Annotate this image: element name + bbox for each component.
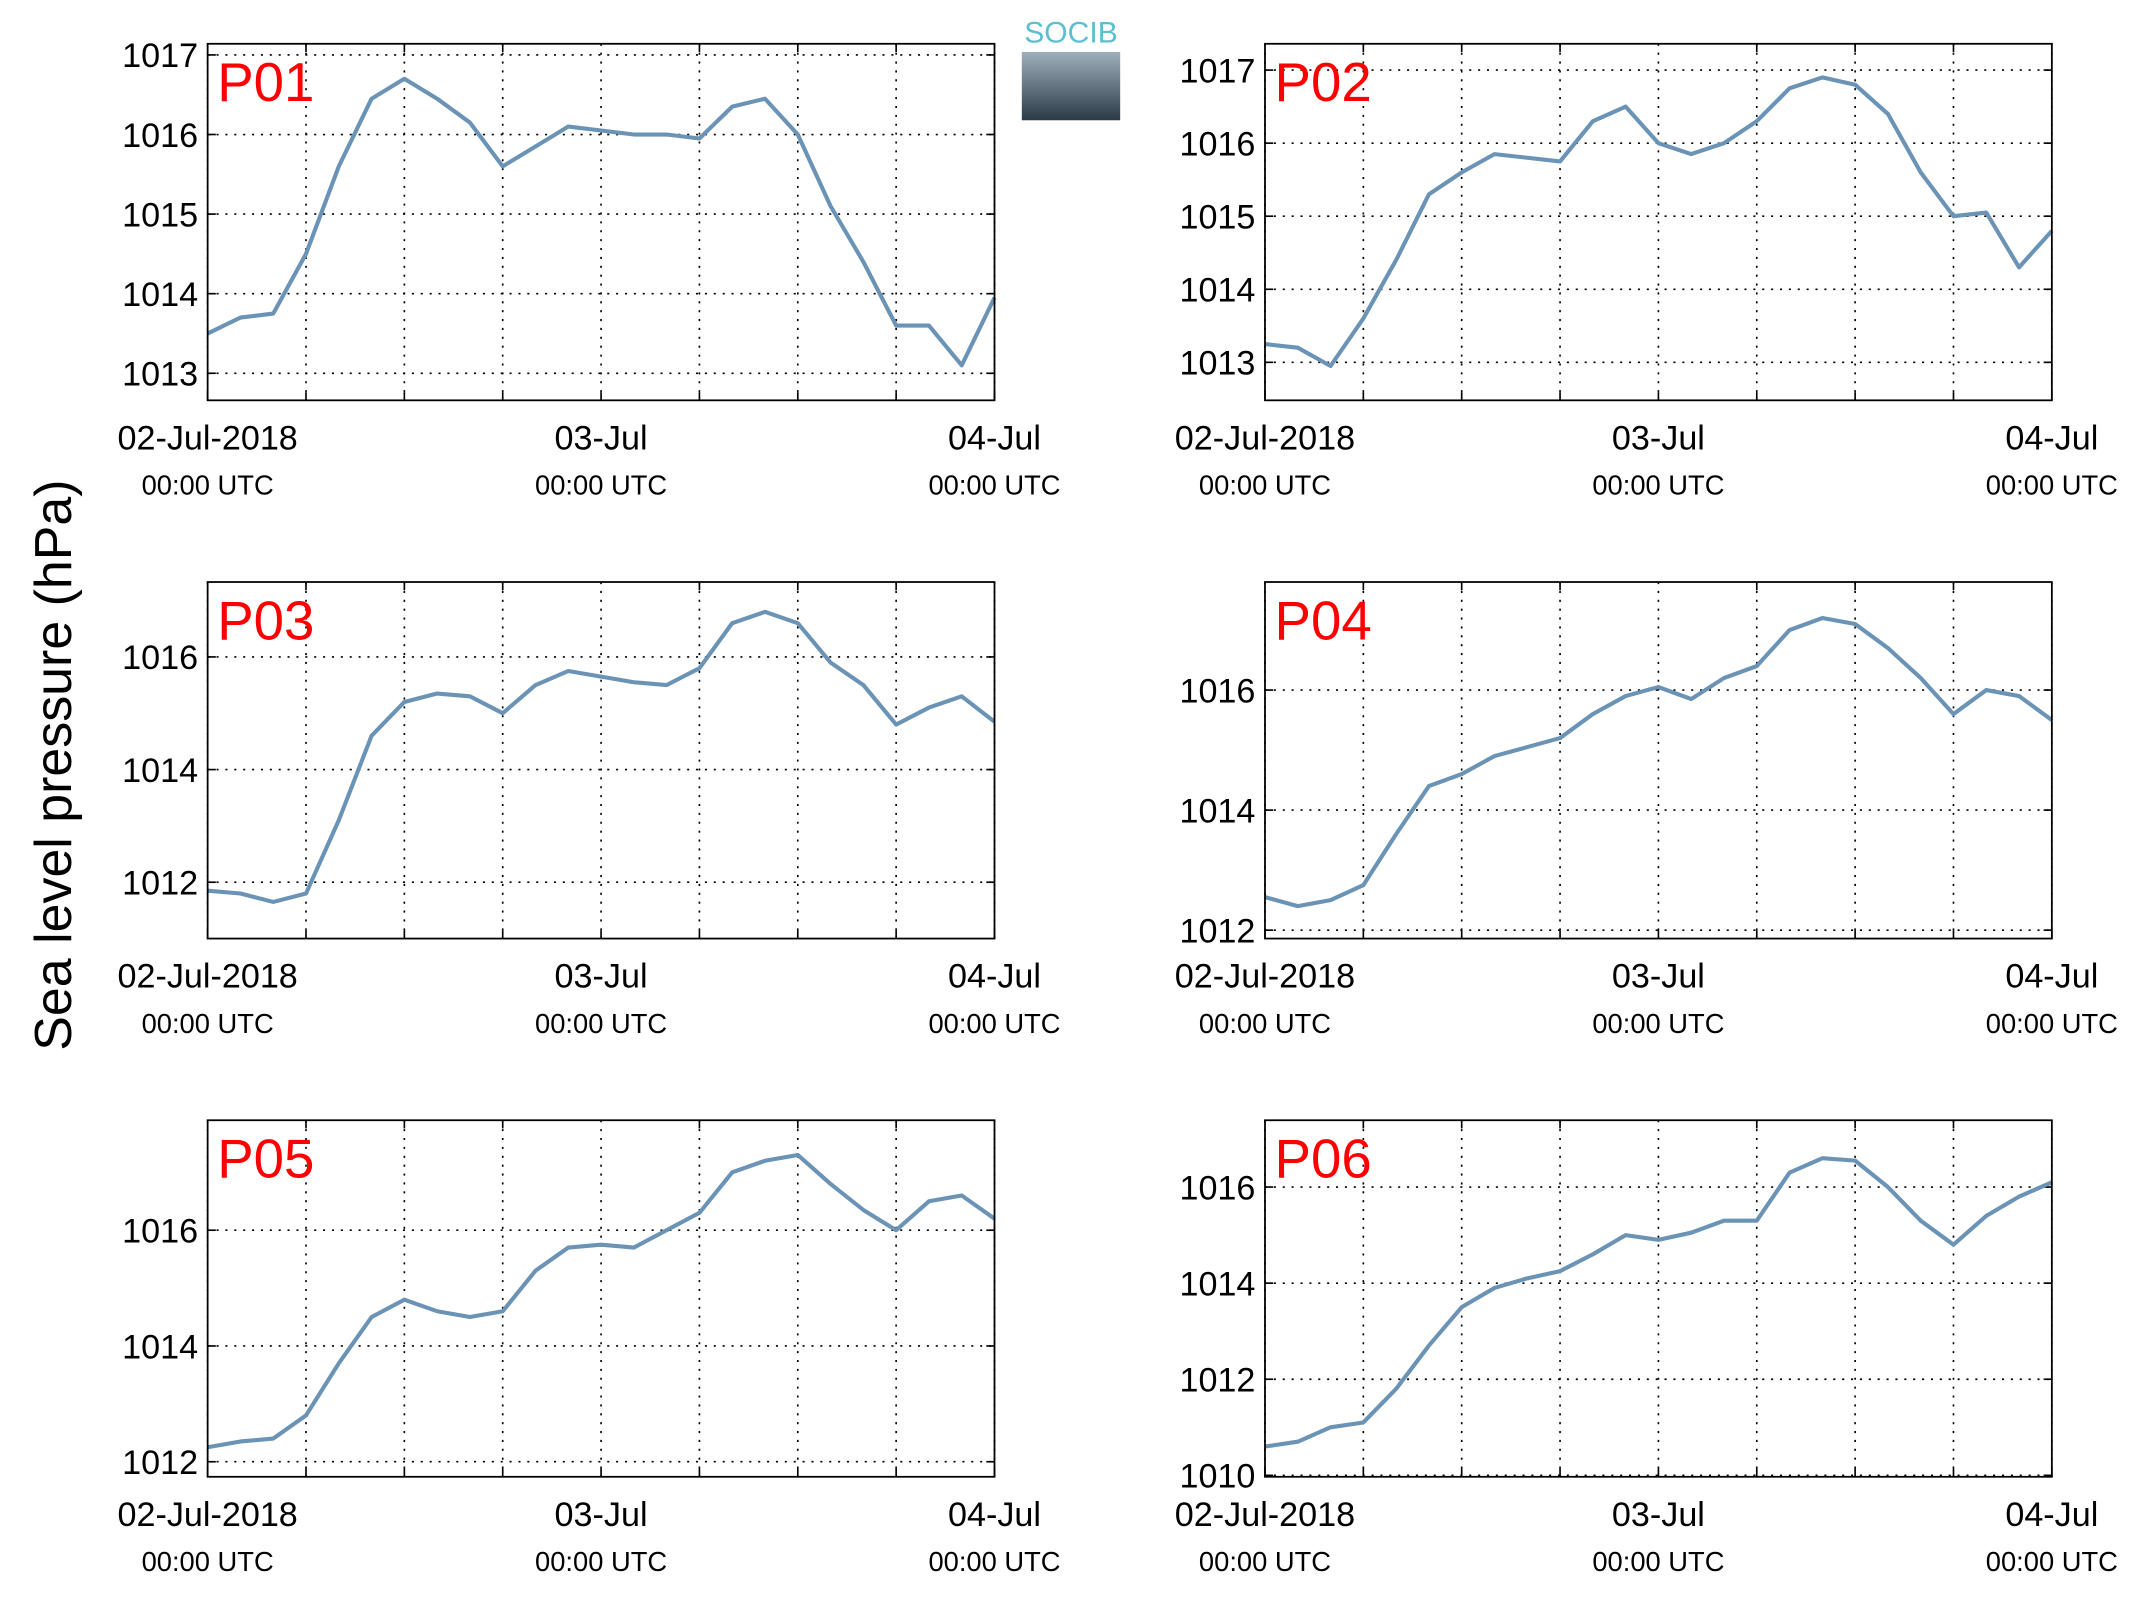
plot-frame — [206, 581, 996, 940]
y-tick-label: 1017 — [1179, 52, 1255, 90]
x-tick-label: 04-Jul — [2005, 1496, 2098, 1534]
x-tick-label: 02-Jul-2018 — [117, 1496, 297, 1534]
data-line — [1264, 75, 2054, 369]
x-tick-label: 03-Jul — [1612, 420, 1705, 458]
y-tick-label: 1012 — [122, 1444, 198, 1482]
y-tick-label: 1012 — [122, 865, 198, 903]
x-tick-sublabel: 00:00 UTC — [1592, 1546, 1724, 1577]
y-tick-label: 1014 — [122, 752, 198, 790]
y-tick-label: 1012 — [1179, 912, 1255, 950]
panel-title: P02 — [1275, 52, 1372, 113]
x-tick-label: 02-Jul-2018 — [117, 958, 297, 996]
y-tick-label: 1016 — [122, 1213, 198, 1251]
y-tick-label: 1016 — [122, 639, 198, 677]
plot-frame — [1264, 1119, 2053, 1478]
x-tick-sublabel: 00:00 UTC — [928, 470, 1060, 501]
x-tick-sublabel: 00:00 UTC — [928, 1546, 1060, 1577]
x-tick-label: 02-Jul-2018 — [117, 420, 297, 458]
y-tick-label: 1015 — [122, 196, 198, 234]
y-tick-label: 1016 — [1179, 1169, 1255, 1207]
data-line — [207, 609, 996, 904]
y-tick-label: 1013 — [122, 356, 198, 394]
x-tick-label: 03-Jul — [1612, 958, 1705, 996]
panel-title: P04 — [1275, 590, 1372, 651]
logo-box — [1021, 51, 1121, 121]
y-axis-label: Sea level pressure (hPa) — [25, 479, 83, 1050]
x-tick-label: 03-Jul — [555, 958, 648, 996]
x-tick-label: 02-Jul-2018 — [1175, 958, 1355, 996]
y-tick-label: 1016 — [1179, 125, 1255, 163]
x-tick-label: 03-Jul — [555, 420, 648, 458]
panel-title: P03 — [217, 590, 314, 651]
x-tick-label: 02-Jul-2018 — [1175, 420, 1355, 458]
x-tick-label: 04-Jul — [2005, 958, 2098, 996]
data-line — [1264, 615, 2054, 909]
plot-frame — [206, 42, 996, 402]
plot-frame — [1264, 581, 2053, 940]
y-tick-label: 1013 — [1179, 345, 1255, 383]
panel-title: P01 — [217, 52, 314, 113]
data-line — [1264, 1156, 2053, 1449]
y-tick-label: 1016 — [122, 117, 198, 155]
x-tick-sublabel: 00:00 UTC — [1592, 1008, 1724, 1039]
x-tick-sublabel: 00:00 UTC — [1199, 1008, 1331, 1039]
data-line — [207, 1152, 996, 1450]
y-tick-label: 1014 — [1179, 792, 1255, 830]
x-tick-sublabel: 00:00 UTC — [535, 470, 667, 501]
y-tick-label: 1015 — [1179, 199, 1255, 237]
x-tick-sublabel: 00:00 UTC — [1199, 1546, 1331, 1577]
logo-text: SOCIB — [1024, 16, 1118, 49]
panel-title: P05 — [217, 1129, 314, 1190]
x-tick-sublabel: 00:00 UTC — [142, 1008, 274, 1039]
plot-frame — [206, 1119, 996, 1478]
panel-title: P06 — [1275, 1129, 1372, 1190]
y-tick-label: 1010 — [1179, 1458, 1255, 1496]
y-tick-label: 1016 — [1179, 672, 1255, 710]
x-tick-sublabel: 00:00 UTC — [1592, 470, 1724, 501]
x-tick-sublabel: 00:00 UTC — [142, 1546, 274, 1577]
x-tick-label: 02-Jul-2018 — [1175, 1496, 1355, 1534]
y-tick-label: 1014 — [122, 1328, 198, 1366]
x-tick-sublabel: 00:00 UTC — [1986, 1008, 2118, 1039]
x-tick-label: 03-Jul — [1612, 1496, 1705, 1534]
y-tick-label: 1012 — [1179, 1362, 1255, 1400]
y-tick-label: 1017 — [122, 37, 198, 75]
x-tick-sublabel: 00:00 UTC — [142, 470, 274, 501]
y-tick-label: 1014 — [122, 276, 198, 314]
x-tick-label: 04-Jul — [948, 1496, 1041, 1534]
data-line — [206, 76, 997, 368]
x-tick-label: 03-Jul — [555, 1496, 648, 1534]
x-tick-label: 04-Jul — [948, 420, 1041, 458]
x-tick-sublabel: 00:00 UTC — [535, 1546, 667, 1577]
y-tick-label: 1014 — [1179, 272, 1255, 310]
y-tick-label: 1014 — [1179, 1265, 1255, 1303]
x-tick-label: 04-Jul — [2005, 420, 2098, 458]
x-tick-label: 04-Jul — [948, 958, 1041, 996]
plot-frame — [1264, 42, 2053, 402]
x-tick-sublabel: 00:00 UTC — [1199, 470, 1331, 501]
x-tick-sublabel: 00:00 UTC — [928, 1008, 1060, 1039]
x-tick-sublabel: 00:00 UTC — [535, 1008, 667, 1039]
x-tick-sublabel: 00:00 UTC — [1986, 1546, 2118, 1577]
x-tick-sublabel: 00:00 UTC — [1986, 470, 2118, 501]
